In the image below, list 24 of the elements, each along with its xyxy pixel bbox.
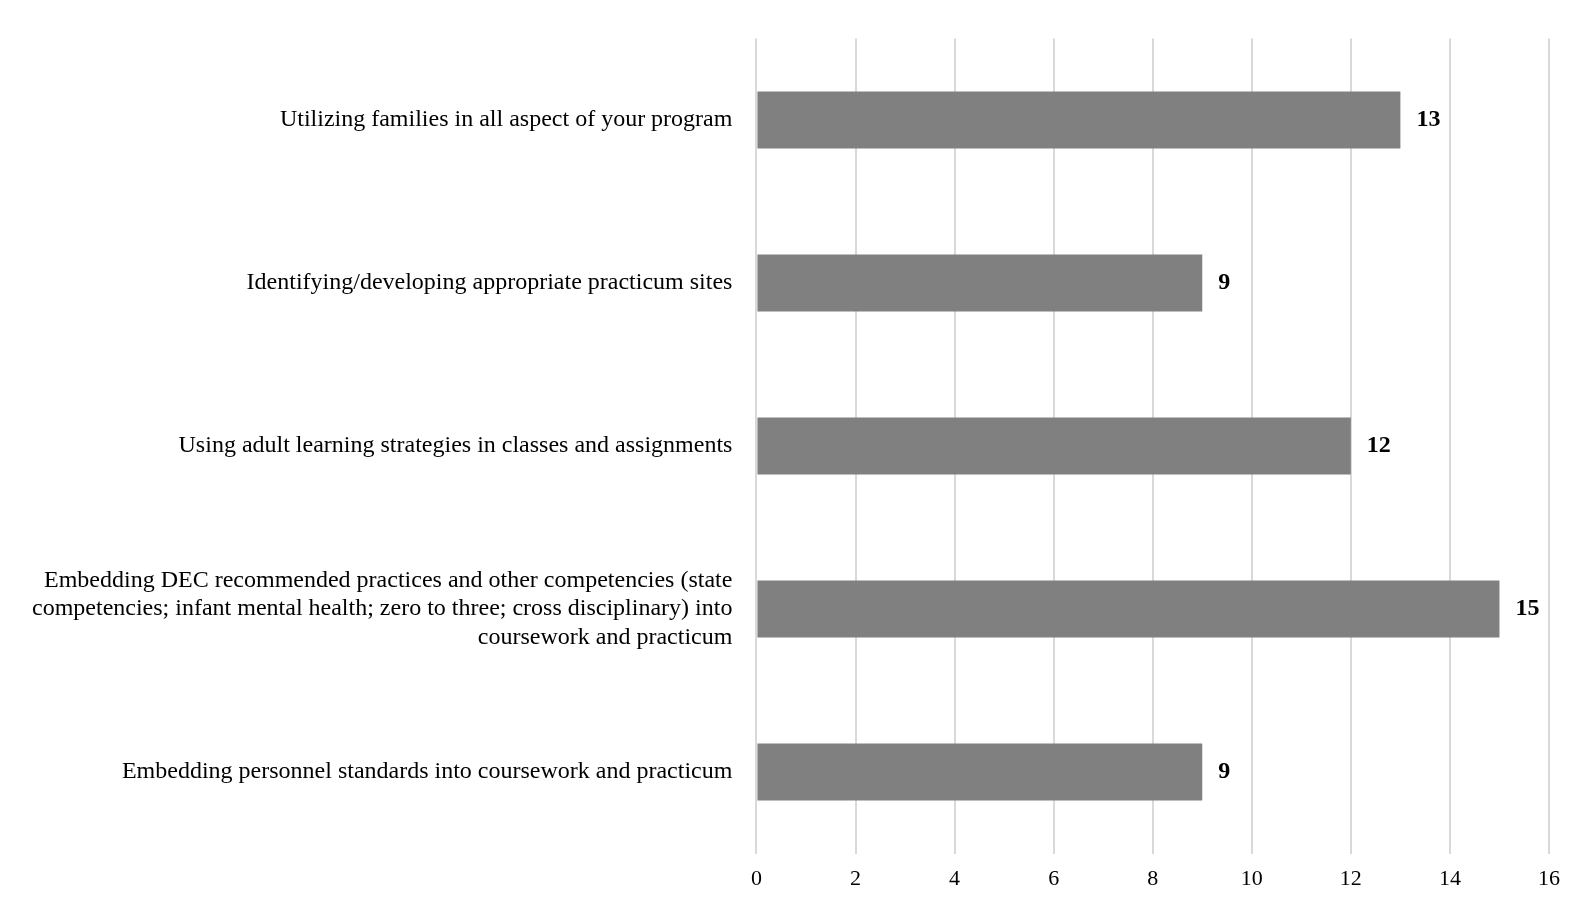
bar: [757, 580, 1500, 638]
x-tick-label: 4: [949, 864, 961, 890]
x-tick-label: 8: [1147, 864, 1159, 890]
data-label: 12: [1366, 431, 1391, 458]
bar: [757, 91, 1401, 149]
data-label: 9: [1218, 268, 1231, 295]
y-tick-label: Using adult learning strategies in classes and assignments: [178, 431, 733, 458]
y-tick-label: Embedding personnel standards into coursework and practicum: [121, 757, 733, 784]
x-tick-label: 14: [1438, 864, 1461, 890]
bar: [757, 254, 1203, 312]
y-tick-label: Identifying/developing appropriate practicum sites: [246, 268, 733, 295]
x-tick-label: 0: [750, 864, 762, 890]
x-tick-label: 2: [850, 864, 861, 890]
x-tick-label: 16: [1538, 864, 1560, 890]
bar: [757, 743, 1203, 801]
x-tick-label: 10: [1240, 864, 1263, 890]
y-tick-label: Utilizing families in all aspect of your program: [279, 105, 733, 132]
bar: [757, 417, 1351, 475]
data-label: 13: [1416, 105, 1441, 132]
y-tick-label: Embedding DEC recommended practices and other competencies (state competencies; infant mental health; zero to three; cross disciplinary) into coursework and practicum: [31, 565, 733, 650]
data-label: 15: [1515, 594, 1540, 621]
x-tick-label: 12: [1339, 864, 1362, 890]
data-label: 9: [1218, 757, 1231, 784]
x-tick-label: 6: [1048, 864, 1060, 890]
